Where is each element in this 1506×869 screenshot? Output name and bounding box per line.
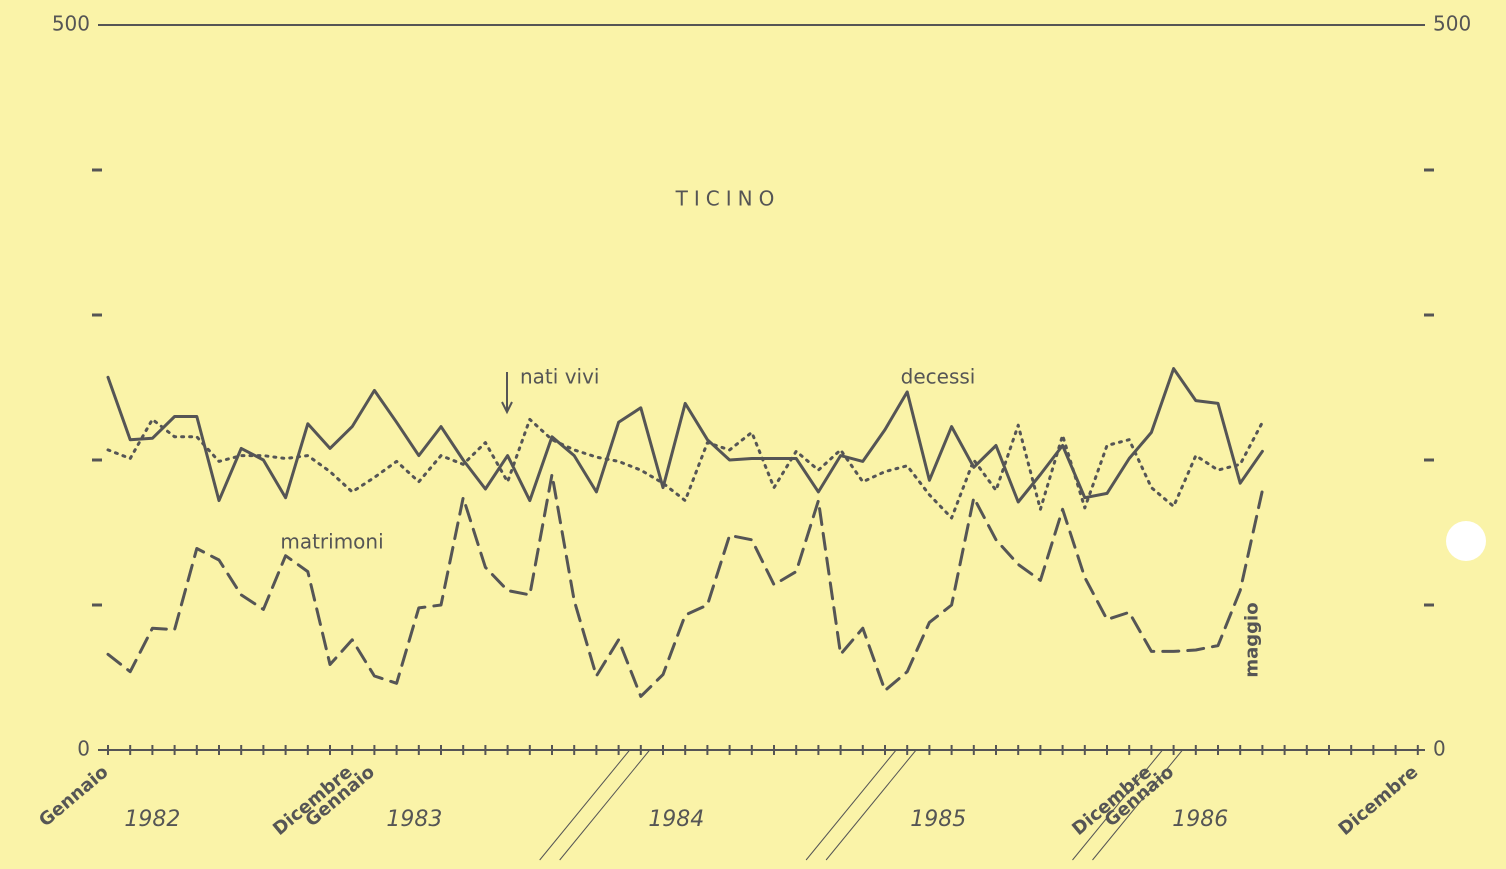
year-label: 1983 [386, 807, 442, 832]
y-tick-label: 0 [1433, 737, 1446, 761]
end-label: maggio [1241, 602, 1262, 677]
year-label: 1986 [1172, 807, 1228, 832]
year-label: 1982 [124, 807, 180, 832]
axis-break [1072, 749, 1163, 861]
y-tick-label: 500 [1433, 12, 1471, 36]
line-0 [106, 367, 1264, 504]
axis-break [559, 749, 651, 861]
line-1 [106, 417, 1264, 520]
axis-break [1092, 749, 1183, 861]
y-tick-label: 0 [77, 737, 90, 761]
axis-break [805, 749, 897, 861]
hole [1446, 521, 1486, 561]
axis-break [825, 749, 917, 861]
line-2 [106, 473, 1264, 698]
y-tick-label: 500 [52, 12, 90, 36]
x-tick-label: Dicembre [1335, 762, 1423, 840]
x-tick-label: Gennaio [35, 762, 112, 832]
series-label: decessi [901, 365, 976, 389]
year-label: 1985 [910, 807, 966, 832]
arrow [501, 372, 513, 415]
axis-break [539, 749, 631, 861]
year-label: 1984 [648, 807, 704, 832]
chart-title: TICINO [675, 187, 781, 211]
series-label: matrimoni [280, 530, 383, 554]
series-label: nati vivi [520, 365, 599, 389]
